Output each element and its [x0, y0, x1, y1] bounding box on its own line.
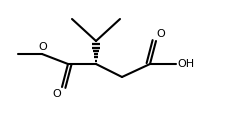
Text: OH: OH: [177, 59, 194, 69]
Text: O: O: [52, 89, 61, 99]
Text: O: O: [156, 29, 165, 39]
Text: O: O: [38, 42, 47, 52]
